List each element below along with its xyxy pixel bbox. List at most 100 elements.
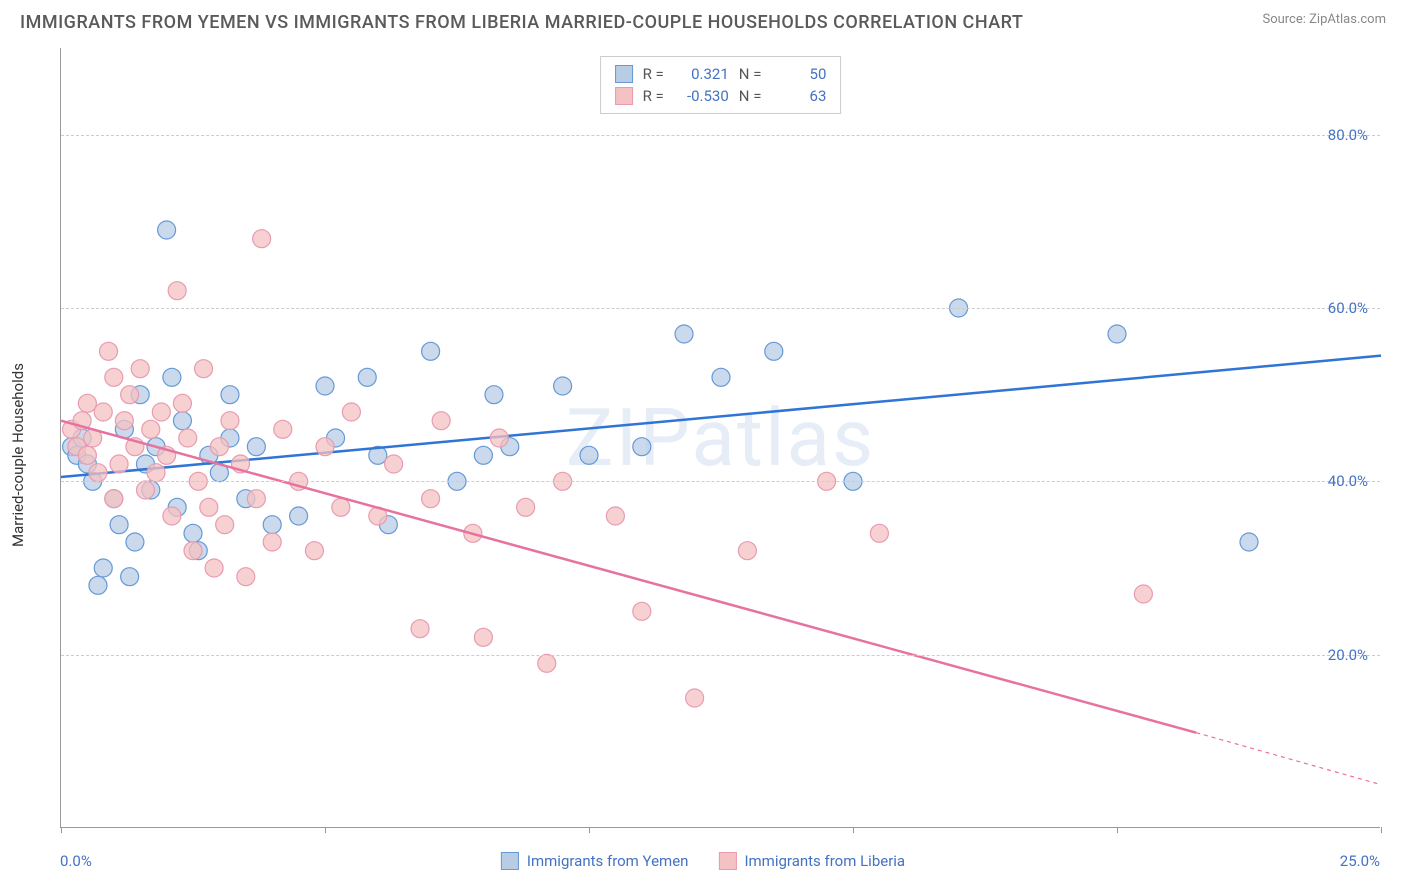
scatter-point — [411, 620, 429, 638]
scatter-svg — [61, 48, 1380, 827]
legend-label: Immigrants from Liberia — [744, 852, 905, 870]
r-value: 0.321 — [674, 65, 729, 83]
scatter-point — [606, 507, 624, 525]
legend-swatch — [501, 852, 519, 870]
scatter-point — [738, 542, 756, 560]
scatter-point — [121, 568, 139, 586]
scatter-point — [870, 524, 888, 542]
scatter-point — [105, 490, 123, 508]
gridline — [61, 655, 1380, 656]
scatter-point — [1134, 585, 1152, 603]
scatter-point — [422, 490, 440, 508]
r-label: R = — [643, 87, 664, 105]
scatter-point — [205, 559, 223, 577]
scatter-point — [490, 429, 508, 447]
n-value: 63 — [771, 87, 826, 105]
chart-container: IMMIGRANTS FROM YEMEN VS IMMIGRANTS FROM… — [0, 0, 1406, 892]
legend-item: Immigrants from Yemen — [501, 852, 689, 870]
scatter-point — [136, 481, 154, 499]
scatter-point — [163, 507, 181, 525]
source-label: Source: ZipAtlas.com — [1262, 12, 1386, 27]
plot-area: ZIPatlas R =0.321N =50R =-0.530N =63 20.… — [60, 48, 1380, 828]
scatter-point — [142, 420, 160, 438]
chart-title: IMMIGRANTS FROM YEMEN VS IMMIGRANTS FROM… — [20, 12, 1023, 33]
correlation-row: R =0.321N =50 — [615, 63, 827, 85]
x-tick-mark — [589, 827, 590, 833]
n-value: 50 — [771, 65, 826, 83]
scatter-point — [305, 542, 323, 560]
scatter-point — [385, 455, 403, 473]
scatter-point — [332, 498, 350, 516]
scatter-point — [100, 342, 118, 360]
legend-swatch — [615, 87, 633, 105]
x-tick-label: 0.0% — [60, 852, 92, 870]
legend-swatch — [615, 65, 633, 83]
scatter-point — [94, 403, 112, 421]
x-tick-label: 25.0% — [1340, 852, 1380, 870]
scatter-point — [216, 516, 234, 534]
scatter-point — [765, 342, 783, 360]
scatter-point — [342, 403, 360, 421]
title-bar: IMMIGRANTS FROM YEMEN VS IMMIGRANTS FROM… — [0, 0, 1406, 41]
scatter-point — [1108, 325, 1126, 343]
scatter-point — [147, 464, 165, 482]
scatter-point — [152, 403, 170, 421]
scatter-point — [131, 360, 149, 378]
scatter-point — [200, 498, 218, 516]
scatter-point — [179, 429, 197, 447]
scatter-point — [274, 420, 292, 438]
scatter-point — [1240, 533, 1258, 551]
scatter-point — [247, 438, 265, 456]
scatter-point — [358, 368, 376, 386]
scatter-point — [195, 360, 213, 378]
r-value: -0.530 — [674, 87, 729, 105]
scatter-point — [168, 282, 186, 300]
scatter-point — [432, 412, 450, 430]
scatter-point — [538, 654, 556, 672]
scatter-point — [633, 602, 651, 620]
scatter-point — [94, 559, 112, 577]
scatter-point — [712, 368, 730, 386]
scatter-point — [474, 628, 492, 646]
gridline — [61, 481, 1380, 482]
gridline — [61, 308, 1380, 309]
legend-swatch — [718, 852, 736, 870]
legend-label: Immigrants from Yemen — [527, 852, 689, 870]
y-tick-label: 20.0% — [1328, 646, 1368, 664]
n-label: N = — [739, 87, 762, 105]
scatter-point — [263, 533, 281, 551]
scatter-point — [474, 446, 492, 464]
trend-line — [61, 421, 1196, 733]
y-tick-label: 80.0% — [1328, 126, 1368, 144]
scatter-point — [580, 446, 598, 464]
x-tick-mark — [1381, 827, 1382, 833]
scatter-point — [115, 412, 133, 430]
scatter-point — [163, 368, 181, 386]
scatter-point — [263, 516, 281, 534]
trend-line-dashed — [1196, 733, 1381, 785]
x-tick-mark — [61, 827, 62, 833]
scatter-point — [554, 377, 572, 395]
scatter-point — [184, 524, 202, 542]
x-tick-mark — [325, 827, 326, 833]
scatter-point — [290, 507, 308, 525]
scatter-point — [316, 377, 334, 395]
scatter-point — [78, 394, 96, 412]
scatter-point — [633, 438, 651, 456]
scatter-point — [89, 464, 107, 482]
scatter-point — [422, 342, 440, 360]
scatter-point — [247, 490, 265, 508]
correlation-row: R = -0.530 N = 63 — [615, 85, 827, 107]
y-tick-label: 40.0% — [1328, 472, 1368, 490]
scatter-point — [686, 689, 704, 707]
scatter-point — [237, 568, 255, 586]
gridline — [61, 135, 1380, 136]
correlation-legend: R = 0.321 N = 50 R = -0.530 N = 63 — [600, 56, 842, 114]
scatter-point — [184, 542, 202, 560]
scatter-point — [517, 498, 535, 516]
r-label: R = — [643, 65, 664, 83]
y-tick-label: 60.0% — [1328, 299, 1368, 317]
scatter-point — [316, 438, 334, 456]
scatter-point — [173, 412, 191, 430]
scatter-point — [485, 386, 503, 404]
